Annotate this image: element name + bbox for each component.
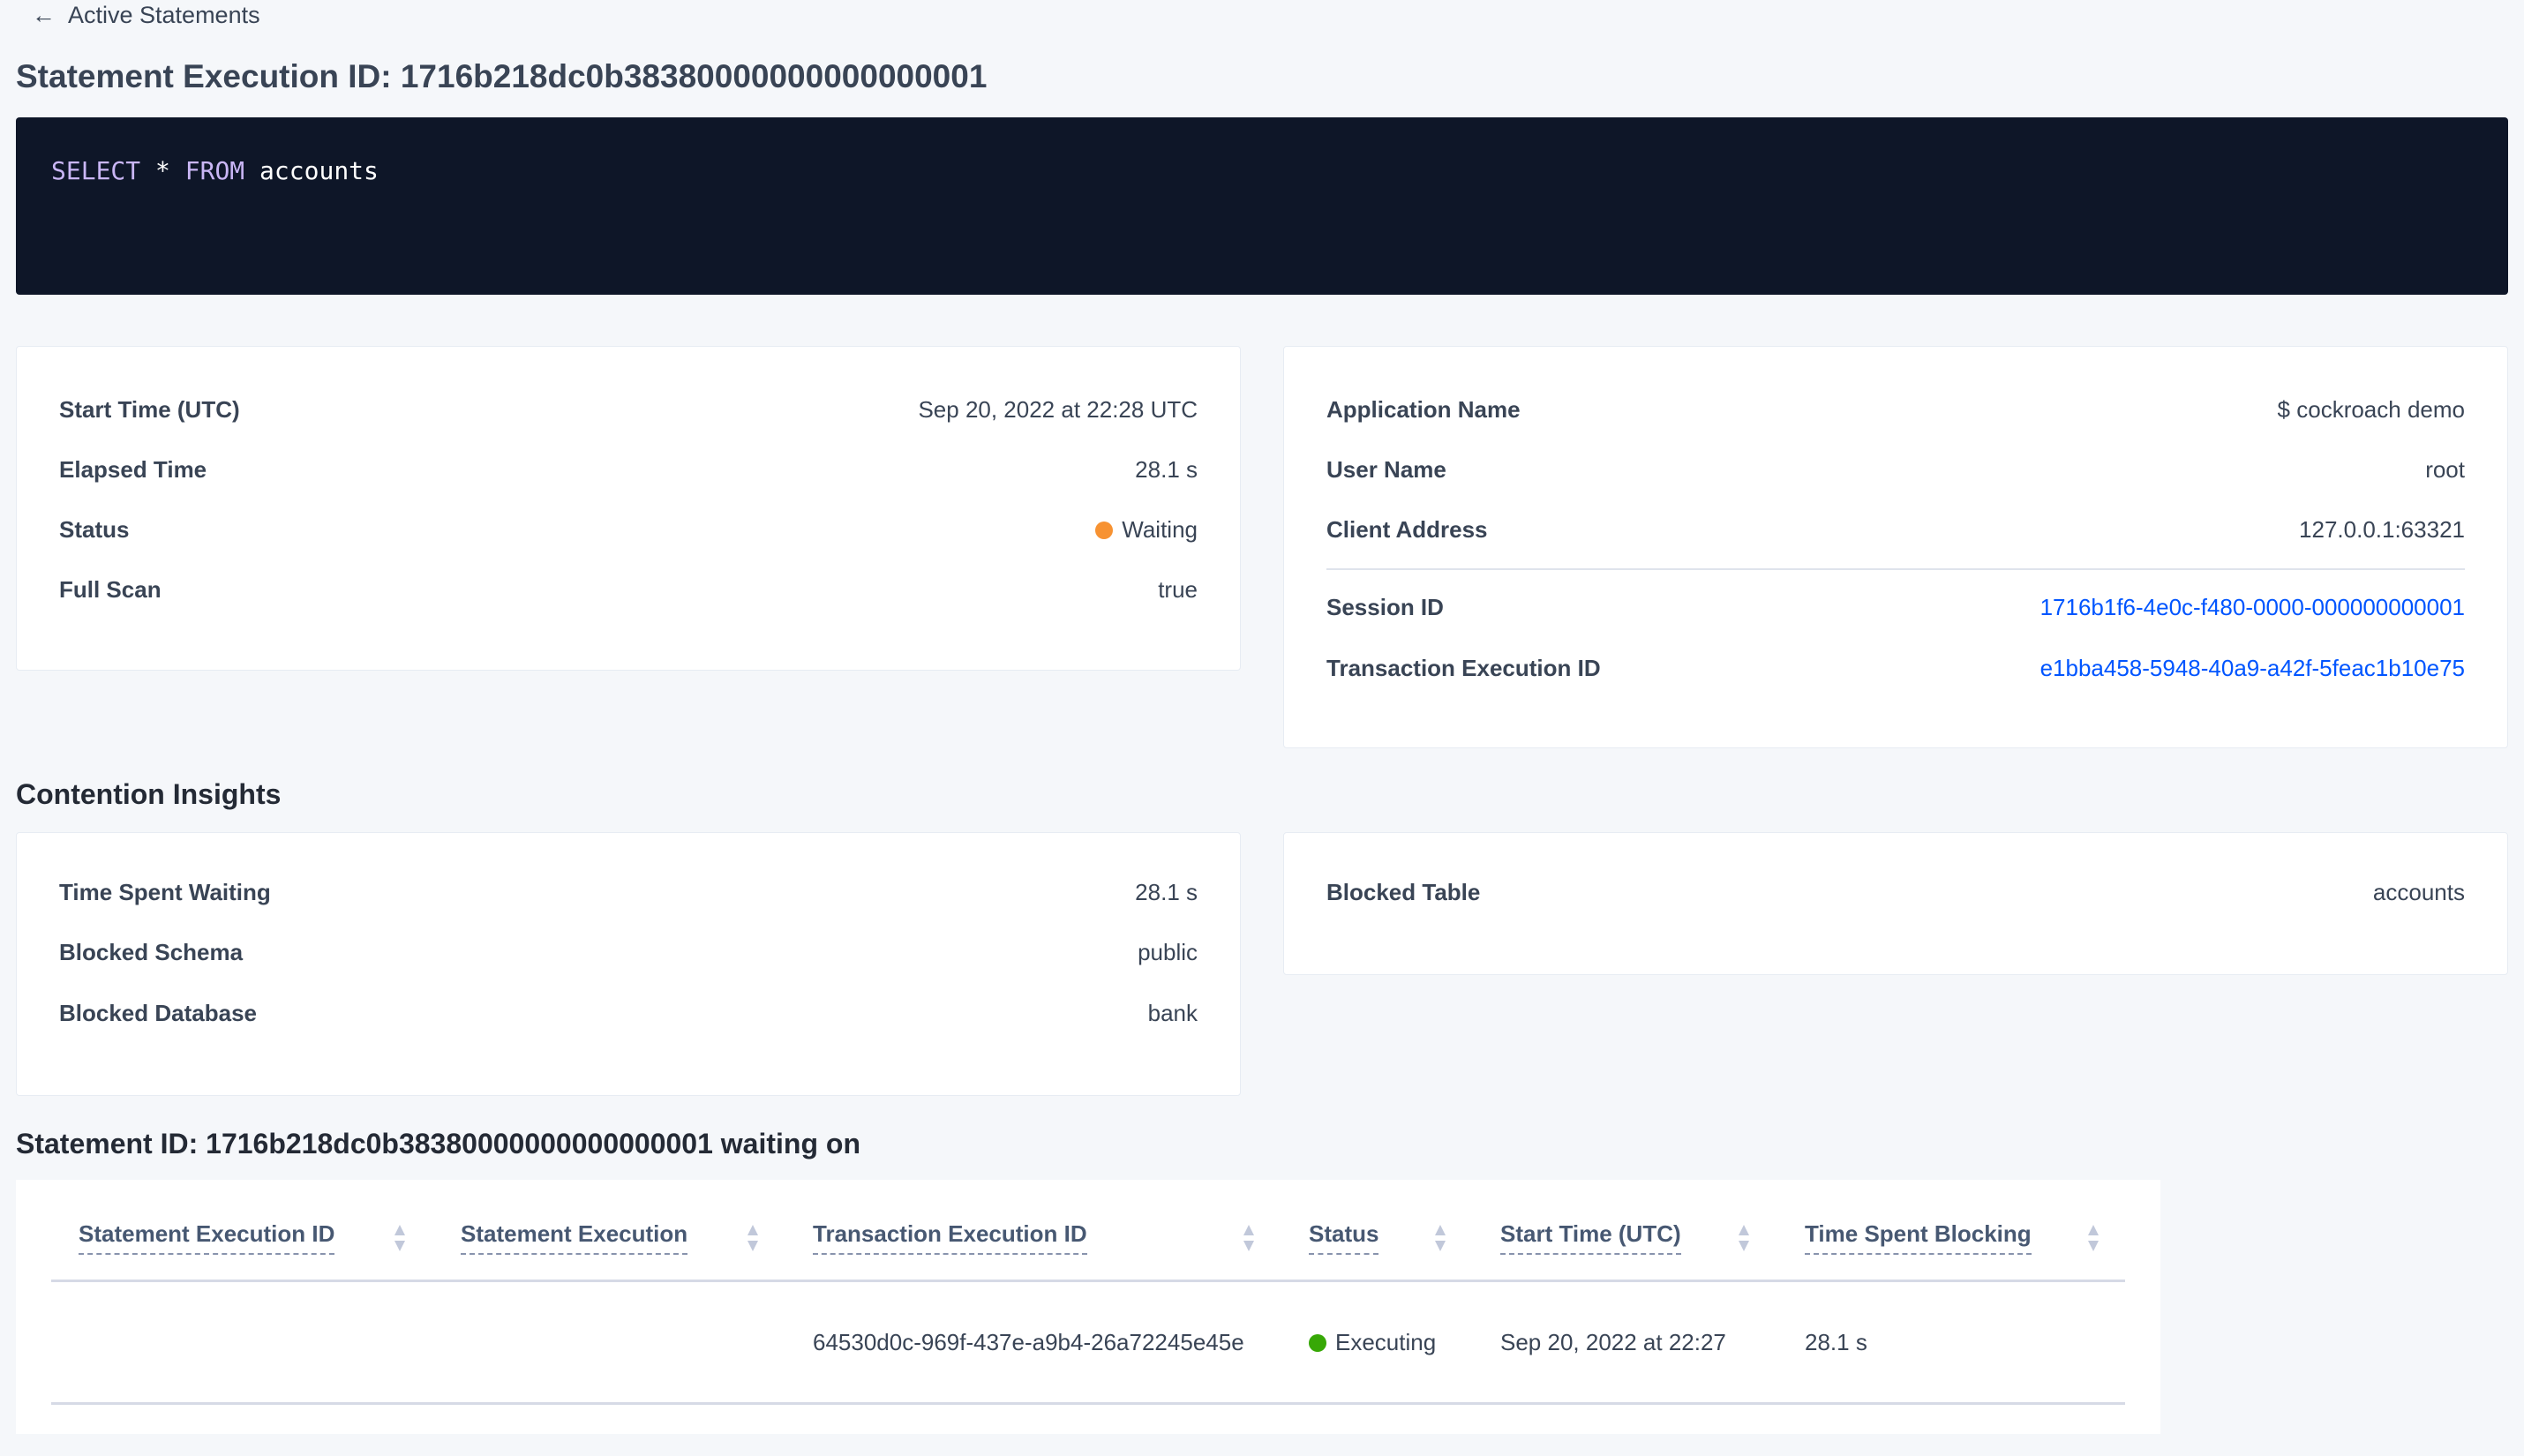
status-text: Waiting <box>1122 516 1198 543</box>
waiting-on-heading: Statement ID: 1716b218dc0b38380000000000… <box>16 1128 860 1160</box>
sql-table: accounts <box>259 156 379 185</box>
detail-row-time-waiting: Time Spent Waiting 28.1 s <box>59 879 1198 906</box>
statement-details-card: Start Time (UTC) Sep 20, 2022 at 22:28 UT… <box>16 346 1241 671</box>
detail-row-elapsed: Elapsed Time 28.1 s <box>59 456 1198 484</box>
column-header-stmt-exec-id[interactable]: Statement Execution ID <box>79 1220 335 1255</box>
sort-icon[interactable] <box>1242 1225 1256 1251</box>
arrow-left-icon: ← <box>32 2 56 28</box>
column-header-txn-exec-id[interactable]: Transaction Execution ID <box>813 1220 1087 1255</box>
detail-label: Blocked Schema <box>59 939 244 965</box>
sql-keyword: SELECT <box>51 156 141 185</box>
detail-row-full-scan: Full Scan true <box>59 576 1198 604</box>
status-badge: Waiting <box>1095 516 1198 544</box>
detail-value: bank <box>1147 1000 1198 1026</box>
detail-row-status: Status Waiting <box>59 516 1198 544</box>
detail-row-client: Client Address 127.0.0.1:63321 <box>1326 516 2465 544</box>
detail-value: root <box>2425 456 2465 483</box>
detail-value: true <box>1158 576 1198 603</box>
column-header-status[interactable]: Status <box>1309 1220 1379 1255</box>
detail-label: Status <box>59 516 130 543</box>
detail-label: Transaction Execution ID <box>1326 655 1601 681</box>
session-details-card: Application Name $ cockroach demo User Na… <box>1283 346 2508 748</box>
contention-heading: Contention Insights <box>16 778 282 810</box>
sql-code-block: SELECT * FROM accounts <box>16 117 2508 295</box>
detail-label: Application Name <box>1326 396 1521 423</box>
sql-star: * <box>155 156 170 185</box>
waiting-table <box>16 1180 2160 1434</box>
detail-label: Elapsed Time <box>59 456 207 483</box>
sort-icon[interactable] <box>1737 1225 1751 1251</box>
table-header-divider <box>51 1280 2125 1282</box>
detail-row-blocked-schema: Blocked Schema public <box>59 939 1198 966</box>
detail-value: 28.1 s <box>1135 879 1198 905</box>
column-header-start-time[interactable]: Start Time (UTC) <box>1500 1220 1681 1255</box>
sql-keyword: FROM <box>184 156 245 185</box>
table-row-divider <box>51 1402 2125 1405</box>
cell-status: Executing <box>1309 1329 1436 1356</box>
blocked-table-card: Blocked Table accounts <box>1283 832 2508 975</box>
sort-icon[interactable] <box>1433 1225 1447 1251</box>
sort-icon[interactable] <box>746 1225 760 1251</box>
detail-label: User Name <box>1326 456 1446 483</box>
detail-label: Full Scan <box>59 576 162 603</box>
back-link-active-statements[interactable]: ← Active Statements <box>32 2 260 29</box>
detail-label: Time Spent Waiting <box>59 879 271 905</box>
detail-value: public <box>1138 939 1198 965</box>
sort-icon[interactable] <box>393 1225 407 1251</box>
detail-row-blocked-db: Blocked Database bank <box>59 1000 1198 1027</box>
contention-card: Time Spent Waiting 28.1 s Blocked Schema p… <box>16 832 1241 1096</box>
status-dot-icon <box>1309 1334 1326 1352</box>
cell-txn-exec-id: 64530d0c-969f-437e-a9b4-26a72245e45e <box>813 1329 1244 1355</box>
column-header-stmt-exec[interactable]: Statement Execution <box>461 1220 688 1255</box>
column-header-time-blocking[interactable]: Time Spent Blocking <box>1805 1220 2032 1255</box>
detail-label: Client Address <box>1326 516 1488 543</box>
transaction-id-link[interactable]: e1bba458-5948-40a9-a42f-5feac1b10e75 <box>2039 655 2465 681</box>
sort-icon[interactable] <box>2086 1225 2100 1251</box>
detail-value: Sep 20, 2022 at 22:28 UTC <box>918 396 1198 423</box>
session-id-link[interactable]: 1716b1f6-4e0c-f480-0000-000000000001 <box>2039 594 2465 620</box>
detail-value: 28.1 s <box>1135 456 1198 483</box>
detail-row-session-id: Session ID 1716b1f6-4e0c-f480-0000-000000… <box>1326 594 2465 621</box>
detail-value: accounts <box>2372 879 2465 905</box>
page-title: Statement Execution ID: 1716b218dc0b3838… <box>16 58 988 94</box>
detail-label: Blocked Database <box>59 1000 257 1026</box>
back-link-label: Active Statements <box>68 2 260 28</box>
status-dot-icon <box>1095 522 1114 539</box>
detail-row-blocked-table: Blocked Table accounts <box>1326 879 2465 906</box>
detail-label: Session ID <box>1326 594 1444 620</box>
divider <box>1326 568 2465 570</box>
cell-start-time: Sep 20, 2022 at 22:27 <box>1500 1329 1726 1355</box>
detail-row-user: User Name root <box>1326 456 2465 484</box>
detail-row-app-name: Application Name $ cockroach demo <box>1326 396 2465 424</box>
status-text: Executing <box>1335 1329 1437 1355</box>
detail-row-txn-id: Transaction Execution ID e1bba458-5948-40… <box>1326 655 2465 682</box>
detail-label: Start Time (UTC) <box>59 396 240 423</box>
cell-time-blocking: 28.1 s <box>1805 1329 1867 1355</box>
detail-label: Blocked Table <box>1326 879 1481 905</box>
detail-value: $ cockroach demo <box>2277 396 2465 423</box>
detail-value: 127.0.0.1:63321 <box>2299 516 2465 543</box>
detail-row-start-time: Start Time (UTC) Sep 20, 2022 at 22:28 UT… <box>59 396 1198 424</box>
